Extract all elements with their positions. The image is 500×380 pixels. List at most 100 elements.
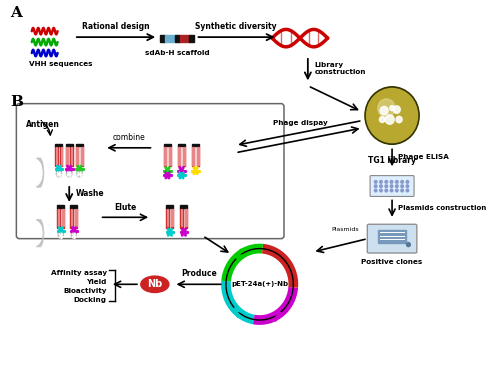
Circle shape: [58, 233, 64, 238]
Text: Library
construction: Library construction: [315, 62, 366, 75]
Text: pET-24a(+)-Nb: pET-24a(+)-Nb: [231, 281, 288, 287]
Bar: [71, 147, 72, 165]
Circle shape: [385, 189, 388, 192]
Circle shape: [56, 171, 62, 177]
Circle shape: [380, 185, 382, 187]
Bar: [66, 147, 68, 165]
Circle shape: [366, 89, 418, 142]
Bar: [70, 208, 73, 228]
Circle shape: [72, 233, 76, 238]
Circle shape: [390, 106, 394, 111]
Bar: [56, 146, 58, 166]
Bar: [75, 208, 78, 228]
Bar: [66, 144, 73, 146]
Bar: [160, 35, 165, 42]
Text: Positive clones: Positive clones: [362, 260, 422, 266]
Ellipse shape: [141, 276, 169, 293]
Bar: [164, 146, 166, 166]
Circle shape: [77, 171, 82, 177]
Bar: [178, 144, 185, 146]
Circle shape: [385, 185, 388, 187]
Text: Phage dispay: Phage dispay: [272, 120, 328, 127]
Circle shape: [169, 231, 170, 233]
Bar: [62, 208, 64, 228]
Circle shape: [365, 87, 419, 144]
Bar: [80, 146, 83, 166]
Circle shape: [390, 189, 393, 192]
Bar: [178, 146, 180, 166]
Bar: [76, 144, 83, 146]
Bar: [56, 144, 62, 146]
Circle shape: [374, 180, 377, 183]
Circle shape: [406, 242, 410, 247]
Circle shape: [380, 106, 388, 115]
Circle shape: [406, 180, 408, 183]
Bar: [166, 208, 168, 228]
Circle shape: [385, 180, 388, 183]
Circle shape: [401, 189, 404, 192]
Bar: [81, 147, 82, 165]
Text: Plasmids: Plasmids: [332, 227, 359, 232]
Text: Phage ELISA: Phage ELISA: [398, 154, 449, 160]
Circle shape: [180, 169, 182, 172]
Circle shape: [396, 189, 398, 192]
Bar: [168, 146, 171, 166]
Text: Elute: Elute: [114, 203, 136, 212]
Bar: [192, 147, 194, 165]
Circle shape: [180, 174, 182, 176]
Text: Washe: Washe: [76, 190, 105, 198]
Text: combine: combine: [112, 133, 145, 142]
Bar: [166, 205, 173, 208]
Bar: [185, 208, 188, 228]
Bar: [176, 35, 180, 42]
Circle shape: [194, 169, 196, 172]
Bar: [192, 146, 194, 166]
Bar: [197, 147, 198, 165]
Circle shape: [390, 180, 393, 183]
Circle shape: [396, 185, 398, 187]
Bar: [171, 208, 173, 228]
Circle shape: [380, 180, 382, 183]
Text: Antigen: Antigen: [26, 120, 60, 128]
Bar: [183, 147, 184, 165]
Bar: [58, 208, 59, 228]
Circle shape: [396, 180, 398, 183]
Bar: [186, 209, 187, 226]
FancyBboxPatch shape: [368, 224, 417, 253]
Bar: [62, 209, 64, 226]
Circle shape: [183, 231, 185, 233]
Text: A: A: [10, 6, 22, 21]
Bar: [164, 147, 166, 165]
Bar: [70, 205, 78, 208]
Bar: [60, 146, 62, 166]
Bar: [180, 205, 188, 208]
Circle shape: [58, 168, 60, 170]
Bar: [180, 35, 189, 42]
Bar: [378, 230, 406, 242]
Circle shape: [406, 185, 408, 187]
Circle shape: [393, 106, 400, 113]
Bar: [180, 208, 182, 228]
Bar: [169, 147, 170, 165]
Circle shape: [73, 230, 75, 232]
Circle shape: [401, 185, 404, 187]
Bar: [76, 209, 77, 226]
Bar: [196, 146, 199, 166]
Text: Plasmids construction: Plasmids construction: [398, 205, 486, 211]
Text: Produce: Produce: [181, 269, 216, 278]
Circle shape: [390, 185, 393, 187]
Circle shape: [68, 168, 70, 170]
Bar: [182, 146, 185, 166]
Text: sdAb-H scaffold: sdAb-H scaffold: [144, 50, 209, 56]
Circle shape: [406, 189, 408, 192]
Polygon shape: [36, 158, 44, 187]
Text: Synthetic diversity: Synthetic diversity: [196, 22, 277, 31]
FancyBboxPatch shape: [16, 104, 284, 239]
Circle shape: [166, 169, 168, 172]
Circle shape: [380, 189, 382, 192]
Circle shape: [166, 174, 168, 176]
Circle shape: [78, 168, 80, 170]
Polygon shape: [36, 220, 44, 247]
Circle shape: [60, 230, 62, 232]
Bar: [76, 147, 78, 165]
